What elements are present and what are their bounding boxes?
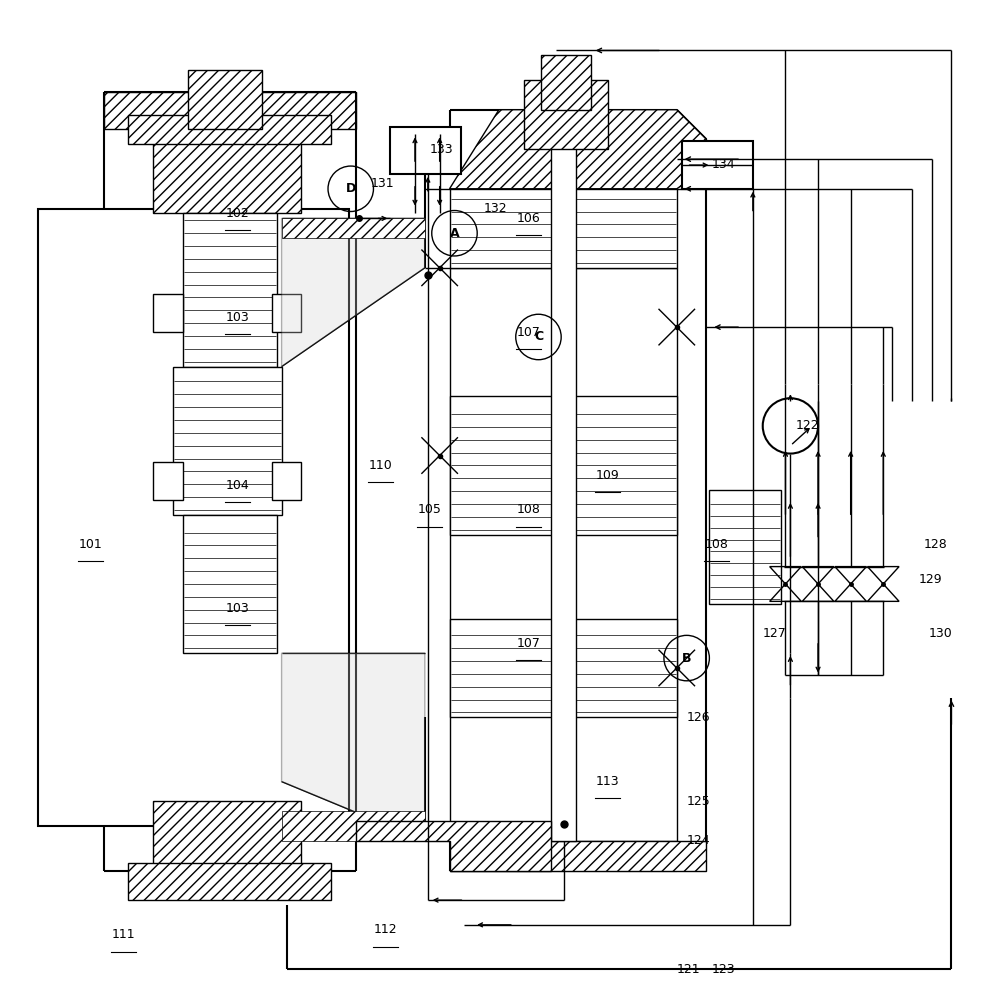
Text: D: D (346, 182, 356, 195)
Text: C: C (534, 330, 543, 343)
Bar (272, 294, 301, 332)
Bar (38, 209, 349, 826)
Text: 107: 107 (517, 637, 540, 650)
Bar (188, 70, 262, 129)
Bar (450, 396, 677, 535)
Text: 103: 103 (225, 311, 249, 324)
Polygon shape (282, 653, 425, 841)
Text: 121: 121 (677, 963, 700, 976)
Bar (128, 115, 331, 144)
Text: 126: 126 (687, 711, 710, 724)
Text: 101: 101 (79, 538, 103, 551)
Text: 108: 108 (517, 503, 540, 516)
Bar (153, 294, 183, 332)
Bar (183, 515, 277, 653)
Text: A: A (450, 227, 459, 240)
Bar (709, 490, 781, 604)
Bar (104, 92, 356, 129)
Text: 111: 111 (112, 928, 135, 941)
Text: 131: 131 (370, 177, 394, 190)
Text: 105: 105 (418, 503, 442, 516)
Bar (173, 367, 282, 515)
Bar (551, 110, 576, 841)
Bar (524, 80, 608, 149)
Text: B: B (682, 652, 692, 665)
Bar (541, 55, 591, 110)
Text: 103: 103 (225, 602, 249, 615)
Polygon shape (450, 841, 706, 870)
Bar (272, 462, 301, 500)
Text: 104: 104 (225, 479, 249, 492)
Bar (183, 213, 277, 367)
Bar (282, 218, 425, 238)
Text: 112: 112 (373, 923, 397, 936)
Bar (153, 801, 301, 866)
Text: 113: 113 (596, 775, 619, 788)
Bar (128, 863, 331, 900)
Polygon shape (282, 218, 425, 367)
Text: 122: 122 (795, 419, 819, 432)
Bar (450, 619, 677, 717)
Text: 129: 129 (919, 573, 943, 586)
Bar (282, 811, 425, 841)
Text: 125: 125 (687, 795, 710, 808)
Bar (390, 127, 461, 174)
Text: 133: 133 (430, 143, 453, 156)
Text: 127: 127 (763, 627, 786, 640)
Bar (153, 462, 183, 500)
Text: 134: 134 (711, 158, 735, 171)
Text: 132: 132 (484, 202, 508, 215)
Polygon shape (450, 110, 706, 189)
Text: 106: 106 (517, 212, 540, 225)
Text: 102: 102 (225, 207, 249, 220)
Text: 124: 124 (687, 834, 710, 847)
Polygon shape (356, 821, 551, 870)
Text: 128: 128 (924, 538, 947, 551)
Text: 108: 108 (704, 538, 728, 551)
Text: 130: 130 (929, 627, 952, 640)
Bar (450, 189, 677, 268)
Text: 109: 109 (596, 469, 619, 482)
Bar (682, 141, 753, 189)
Text: 123: 123 (711, 963, 735, 976)
Text: 107: 107 (517, 326, 540, 339)
Text: 110: 110 (369, 459, 392, 472)
Bar (153, 129, 301, 213)
